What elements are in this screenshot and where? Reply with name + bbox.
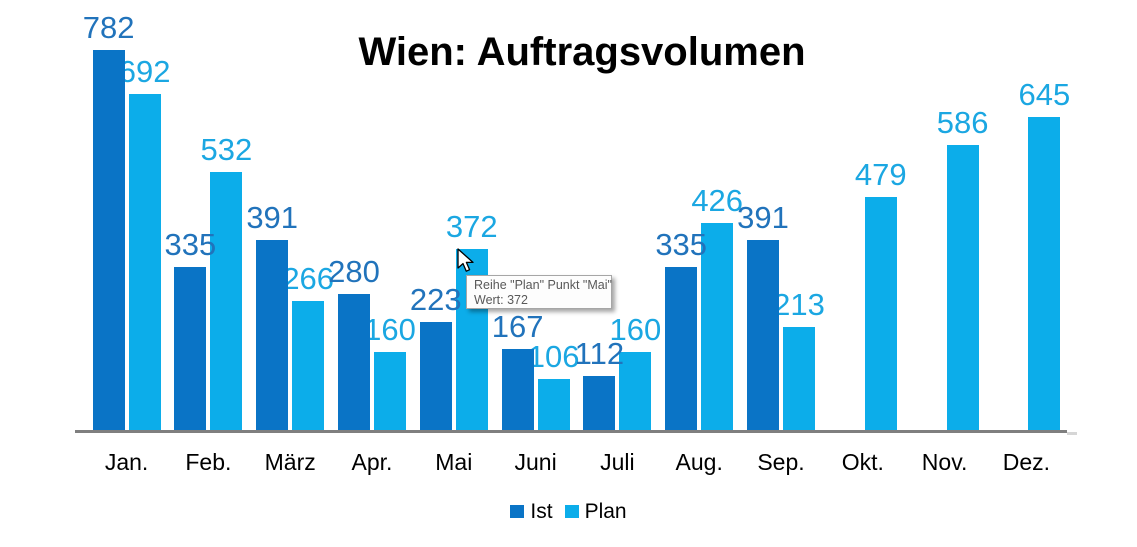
bar-plan-jan[interactable] [128, 93, 161, 430]
bar-plan-feb[interactable] [210, 171, 243, 430]
bar-ist-feb[interactable] [174, 267, 207, 430]
data-label-ist-juni: 167 [491, 308, 544, 344]
bar-plan-dez[interactable] [1028, 116, 1061, 430]
bar-plan-nov[interactable] [946, 145, 979, 430]
x-axis-label-sep: Sep. [757, 449, 805, 475]
data-label-ist-märz: 391 [246, 200, 299, 235]
x-axis-label-okt: Okt. [841, 449, 884, 475]
data-label-ist-apr: 280 [328, 253, 380, 289]
mouse-cursor-icon [457, 248, 474, 272]
x-axis-label-dez: Dez. [1002, 449, 1051, 475]
data-label-plan-märz: 266 [282, 260, 335, 296]
data-label-plan-okt: 479 [854, 157, 907, 193]
data-label-plan-apr: 160 [364, 312, 416, 348]
bar-ist-juni[interactable] [501, 348, 534, 430]
x-axis-line [75, 430, 1067, 433]
x-axis-label-jan: Jan. [104, 449, 149, 475]
bar-ist-apr[interactable] [338, 293, 370, 430]
bar-ist-mai[interactable] [419, 321, 452, 430]
data-label-plan-juni: 106 [527, 338, 580, 374]
x-axis-label-aug: Aug. [675, 449, 723, 475]
data-label-ist-aug: 335 [655, 227, 708, 263]
legend-label-ist: Ist [530, 500, 553, 523]
tooltip-line-1: Reihe "Plan" Punkt "Mai" [474, 278, 612, 292]
data-label-ist-feb: 335 [164, 227, 217, 263]
x-axis-label-mai: Mai [435, 449, 473, 475]
bar-ist-märz[interactable] [256, 240, 289, 430]
x-axis-label-juni: Juni [514, 449, 557, 475]
chart-title: Wien: Auftragsvolumen [358, 30, 806, 74]
bar-ist-sep[interactable] [747, 240, 779, 430]
legend: Ist Plan [0, 501, 1137, 522]
legend-item-plan[interactable]: Plan [564, 500, 627, 523]
bar-plan-okt[interactable] [864, 197, 897, 430]
data-label-plan-mai: 372 [445, 209, 498, 245]
bar-plan-juli[interactable] [619, 352, 652, 430]
data-label-plan-jan: 692 [118, 53, 171, 89]
x-axis-label-nov: Nov. [921, 449, 968, 475]
bar-ist-juli[interactable] [583, 375, 616, 430]
bar-plan-apr[interactable] [374, 352, 406, 430]
hover-tooltip: Reihe "Plan" Punkt "Mai" Wert: 372 [466, 275, 612, 309]
x-axis-line-shadow [1067, 432, 1077, 435]
data-label-ist-sep: 391 [737, 200, 789, 235]
bar-ist-aug[interactable] [665, 267, 698, 430]
legend-swatch-ist [510, 505, 525, 518]
x-axis-label-apr: Apr. [351, 449, 393, 475]
data-label-plan-nov: 586 [936, 105, 989, 141]
bar-plan-aug[interactable] [701, 223, 734, 430]
bar-plan-juni[interactable] [537, 378, 570, 430]
data-label-ist-jan: 782 [82, 10, 135, 45]
tooltip-line-2: Wert: 372 [474, 293, 528, 307]
data-label-plan-feb: 532 [200, 131, 253, 167]
data-label-plan-juli: 160 [609, 312, 662, 348]
data-label-plan-dez: 645 [1018, 76, 1071, 112]
data-label-ist-juli: 112 [574, 335, 625, 371]
x-axis-label-juli: Juli [600, 449, 635, 475]
bar-plan-märz[interactable] [292, 300, 325, 430]
data-label-plan-aug: 426 [691, 183, 744, 218]
bar-plan-sep[interactable] [783, 326, 815, 430]
legend-label-plan: Plan [584, 500, 627, 523]
data-label-ist-mai: 223 [409, 281, 462, 317]
x-axis-label-märz: März [264, 449, 316, 475]
legend-swatch-plan [564, 505, 579, 518]
bar-ist-jan[interactable] [92, 50, 125, 430]
legend-item-ist[interactable]: Ist [510, 500, 553, 523]
data-label-plan-sep: 213 [773, 286, 825, 322]
x-axis-label-feb: Feb. [185, 449, 232, 475]
